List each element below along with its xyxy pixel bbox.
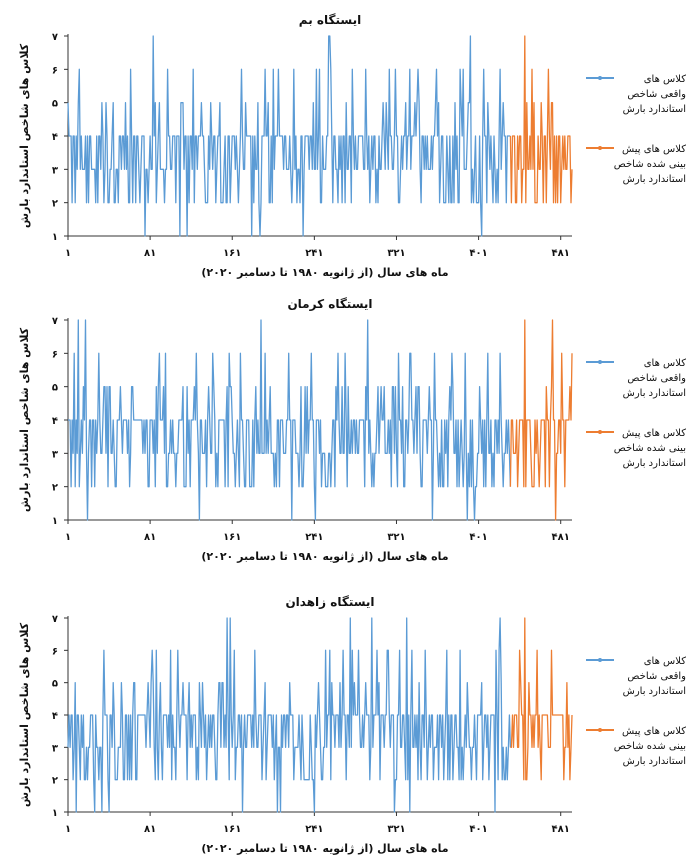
x-tick-label: ۸۱ <box>144 248 156 259</box>
x-tick-label: ۸۱ <box>144 824 156 835</box>
x-axis-label: ماه های سال (از ژانویه ۱۹۸۰ تا دسامبر ۲۰… <box>201 266 448 279</box>
legend-entry-line: بینی شده شاخص <box>614 159 686 170</box>
x-tick-label: ۴۸۱ <box>552 532 570 543</box>
y-tick-label: ۵ <box>52 679 58 690</box>
legend-entry-line: استاندارد بارش <box>623 756 686 767</box>
series-line-actual <box>67 617 512 813</box>
x-tick-label: ۴۰۱ <box>469 532 487 543</box>
x-tick-label: ۱ <box>65 532 71 543</box>
y-tick-label: ۲ <box>52 776 58 787</box>
x-tick-label: ۸۱ <box>144 532 156 543</box>
series-line-forecast <box>509 319 573 521</box>
y-tick-label: ۱ <box>52 516 58 527</box>
y-tick-label: ۴ <box>52 711 58 722</box>
chart-title: ایستگاه بم <box>299 13 361 27</box>
x-axis-label: ماه های سال (از ژانویه ۱۹۸۰ تا دسامبر ۲۰… <box>201 550 448 563</box>
legend-marker <box>598 658 602 662</box>
y-tick-label: ۷ <box>52 32 58 43</box>
y-tick-label: ۵ <box>52 99 58 110</box>
legend-entry-line: کلاس های <box>644 358 687 369</box>
y-tick-label: ۲ <box>52 199 58 210</box>
x-tick-label: ۳۲۱ <box>387 248 405 259</box>
y-tick-label: ۷ <box>52 614 58 625</box>
x-axis-label: ماه های سال (از ژانویه ۱۹۸۰ تا دسامبر ۲۰… <box>201 842 448 855</box>
legend-entry-line: بینی شده شاخص <box>614 741 686 752</box>
chart-title: ایستگاه کرمان <box>287 297 372 311</box>
x-tick-label: ۲۴۱ <box>305 824 323 835</box>
x-tick-label: ۱۶۱ <box>223 532 241 543</box>
legend-entry: کلاس های پیش بینی شده شاخص استاندارد بارش <box>614 726 686 767</box>
x-tick-label: ۱ <box>65 824 71 835</box>
y-tick-label: ۳ <box>52 449 58 460</box>
series-line-actual <box>68 319 512 521</box>
legend-marker <box>598 146 602 150</box>
legend-entry-line: استاندارد بارش <box>623 458 686 469</box>
x-tick-label: ۲۴۱ <box>305 248 323 259</box>
x-tick-label: ۱ <box>65 248 71 259</box>
x-tick-label: ۴۰۱ <box>469 824 487 835</box>
legend-entry-line: واقعی شاخص <box>627 373 686 384</box>
legend-entry: کلاس های واقعی شاخص استاندارد بارش <box>623 358 687 399</box>
y-tick-label: ۳ <box>52 743 58 754</box>
y-tick-label: ۵ <box>52 383 58 394</box>
y-tick-label: ۶ <box>52 65 58 76</box>
legend-entry-line: کلاس های پیش <box>622 726 686 737</box>
y-tick-label: ۴ <box>52 416 58 427</box>
y-axis-label: کلاس های شاخص استاندارد بارش <box>18 43 31 228</box>
y-tick-label: ۱ <box>52 808 58 819</box>
legend-marker <box>598 76 602 80</box>
legend-entry-line: استاندارد بارش <box>623 388 686 399</box>
y-tick-label: ۳ <box>52 165 58 176</box>
legend-entry: کلاس های واقعی شاخص استاندارد بارش <box>623 656 687 697</box>
series-line-forecast <box>510 617 573 781</box>
chart-panel-1: ایستگاه بم کلاس های شاخص استاندارد بارش ۱ ۲… <box>18 13 686 279</box>
chart-title: ایستگاه زاهدان <box>285 595 374 609</box>
legend-entry-line: کلاس های پیش <box>622 428 686 439</box>
chart-panel-2: ایستگاه کرمان کلاس های شاخص استاندارد بار… <box>18 297 686 563</box>
legend-entry-line: کلاس های <box>644 656 687 667</box>
legend-entry-line: واقعی شاخص <box>627 671 686 682</box>
x-tick-label: ۴۸۱ <box>552 248 570 259</box>
legend-marker <box>598 430 602 434</box>
legend-entry: کلاس های پیش بینی شده شاخص استاندارد بارش <box>614 144 686 185</box>
y-axis-label: کلاس های شاخص استاندارد بارش <box>18 327 31 512</box>
legend-entry-line: استاندارد بارش <box>623 686 686 697</box>
legend-marker <box>598 728 602 732</box>
x-tick-label: ۱۶۱ <box>223 248 241 259</box>
y-tick-label: ۲ <box>52 483 58 494</box>
series-line-actual <box>67 35 511 237</box>
legend-marker <box>598 360 602 364</box>
y-axis-label: کلاس های شاخص استاندارد بارش <box>18 622 31 807</box>
legend-entry-line: کلاس های <box>644 74 687 85</box>
x-tick-label: ۳۲۱ <box>387 532 405 543</box>
y-tick-label: ۶ <box>52 349 58 360</box>
x-tick-label: ۱۶۱ <box>223 824 241 835</box>
x-tick-label: ۲۴۱ <box>305 532 323 543</box>
legend-entry-line: استاندارد بارش <box>623 174 686 185</box>
x-tick-label: ۳۲۱ <box>387 824 405 835</box>
legend-entry-line: کلاس های پیش <box>622 144 686 155</box>
chart-panel-3: ایستگاه زاهدان کلاس های شاخص استاندارد با… <box>18 595 686 855</box>
y-tick-label: ۱ <box>52 232 58 243</box>
legend-entry: کلاس های واقعی شاخص استاندارد بارش <box>623 74 687 115</box>
y-tick-label: ۴ <box>52 132 58 143</box>
legend-entry-line: بینی شده شاخص <box>614 443 686 454</box>
series-line-forecast <box>509 35 573 204</box>
y-tick-label: ۶ <box>52 646 58 657</box>
legend-entry-line: واقعی شاخص <box>627 89 686 100</box>
legend-entry: کلاس های پیش بینی شده شاخص استاندارد بارش <box>614 428 686 469</box>
y-tick-label: ۷ <box>52 316 58 327</box>
x-tick-label: ۴۸۱ <box>552 824 570 835</box>
x-tick-label: ۴۰۱ <box>469 248 487 259</box>
legend-entry-line: استاندارد بارش <box>623 104 686 115</box>
